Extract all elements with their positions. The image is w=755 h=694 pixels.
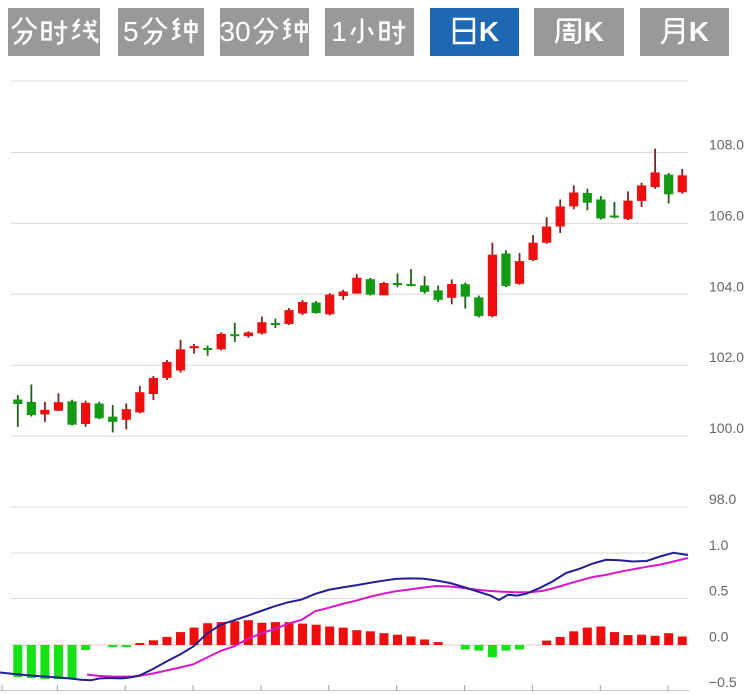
svg-text:0.5: 0.5: [709, 583, 729, 599]
svg-text:104.0: 104.0: [709, 278, 744, 294]
svg-text:106.0: 106.0: [709, 207, 744, 223]
svg-text:0.0: 0.0: [709, 629, 729, 645]
svg-text:1.0: 1.0: [709, 537, 729, 553]
svg-text:102.0: 102.0: [709, 349, 744, 365]
svg-text:108.0: 108.0: [709, 136, 744, 152]
svg-text:100.0: 100.0: [709, 420, 744, 436]
svg-text:−0.5: −0.5: [709, 674, 737, 690]
svg-text:98.0: 98.0: [709, 491, 736, 507]
